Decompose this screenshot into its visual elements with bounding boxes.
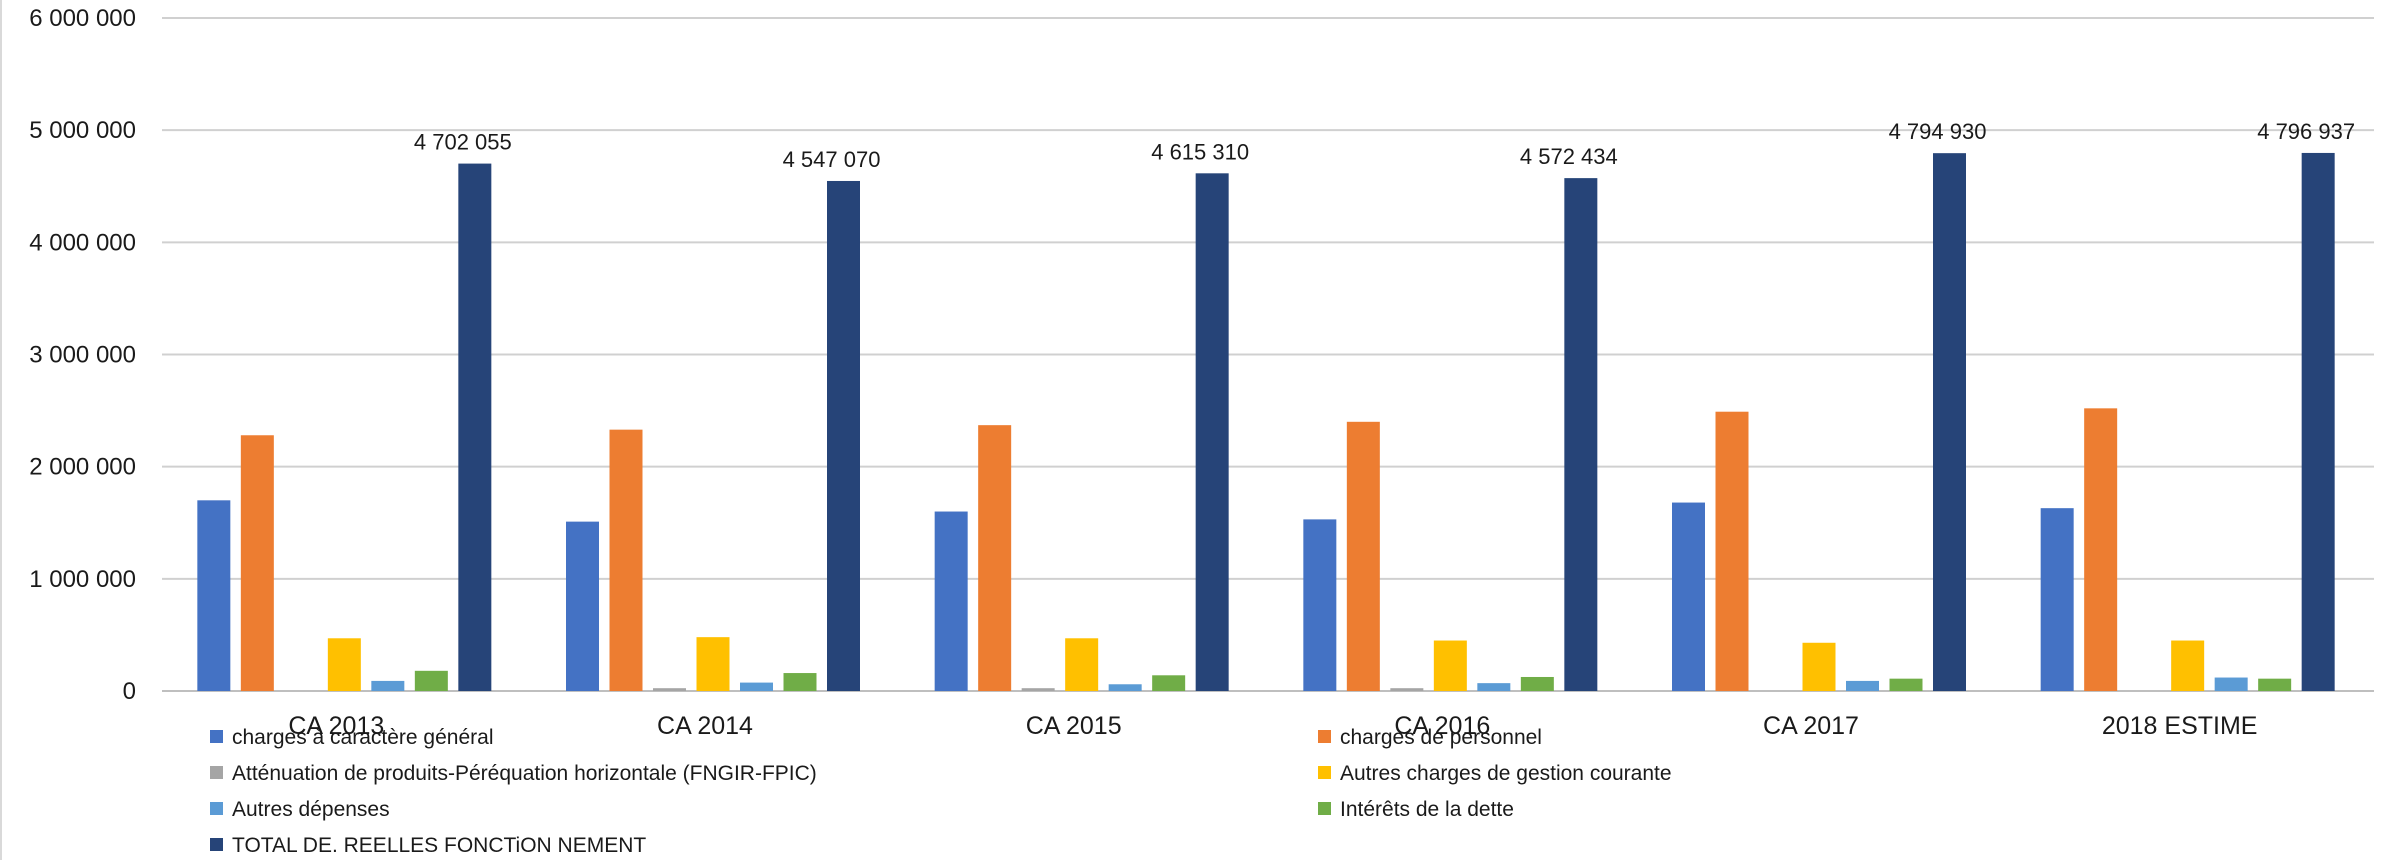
- bars: [197, 152, 2335, 692]
- bar: [2084, 408, 2118, 691]
- bar: [2258, 678, 2292, 691]
- bar: [740, 682, 773, 691]
- bar: [2301, 152, 2335, 691]
- legend-label: Atténuation de produits-Péréquation hori…: [232, 762, 817, 785]
- legend-label: charges de personnel: [1340, 726, 1542, 749]
- y-tick-label: 1 000 000: [29, 566, 136, 593]
- x-tick-label: CA 2013: [288, 712, 384, 740]
- data-label: 4 615 310: [1151, 139, 1249, 164]
- legend-label: charges à caractère général: [232, 726, 494, 749]
- y-tick-label: 3 000 000: [29, 342, 136, 369]
- bar: [327, 638, 361, 691]
- bar: [371, 680, 405, 691]
- bar: [1520, 676, 1554, 691]
- bar: [1715, 411, 1749, 691]
- y-tick-label: 6 000 000: [29, 5, 136, 32]
- legend: charges à caractère général charges de pe…: [210, 726, 1672, 857]
- bar: [1802, 642, 1836, 691]
- y-tick-label: 0: [123, 678, 136, 705]
- bar: [1303, 519, 1337, 691]
- y-tick-label: 5 000 000: [29, 117, 136, 144]
- bar: [1021, 688, 1055, 691]
- bar: [978, 425, 1012, 691]
- bar: [1672, 502, 1705, 691]
- data-labels: 4 702 055 4 547 070 4 615 310 4 572 434 4 79…: [414, 119, 2355, 172]
- bar: [2171, 640, 2205, 691]
- bar: [2040, 508, 2074, 691]
- bar: [2214, 677, 2248, 691]
- bar: [1152, 675, 1186, 691]
- y-axis-ticks: 0 1 000 000 2 000 000 3 000 000 4 000 000 5 0…: [29, 5, 136, 705]
- x-tick-label: CA 2015: [1026, 712, 1122, 740]
- bar: [696, 637, 730, 691]
- bar: [1390, 688, 1424, 691]
- legend-swatch: [1318, 766, 1331, 779]
- data-label: 4 547 070: [783, 147, 881, 172]
- x-axis-ticks: CA 2013 CA 2014 CA 2015 CA 2016 CA 2017 2018 …: [288, 712, 2257, 740]
- bar: [1346, 421, 1380, 691]
- x-tick-label: 2018 ESTIME: [2102, 712, 2258, 740]
- x-tick-label: CA 2016: [1394, 712, 1490, 740]
- bar: [1564, 178, 1598, 692]
- bar: [414, 670, 448, 691]
- bar: [566, 521, 599, 691]
- bar: [1846, 680, 1879, 691]
- y-tick-label: 2 000 000: [29, 454, 136, 481]
- bar: [1433, 640, 1467, 691]
- data-label: 4 572 434: [1520, 144, 1618, 169]
- legend-swatch: [210, 730, 223, 743]
- bar: [934, 511, 968, 691]
- legend-label: TOTAL DE. REELLES FONCTiON NEMENT: [232, 834, 646, 857]
- data-label: 4 794 930: [1889, 119, 1987, 144]
- bar: [1889, 678, 1923, 691]
- legend-swatch: [1318, 730, 1331, 743]
- bar: [609, 429, 643, 691]
- x-tick-label: CA 2017: [1763, 712, 1859, 740]
- legend-swatch: [210, 838, 223, 851]
- legend-label: Autres dépenses: [232, 798, 390, 821]
- legend-swatch: [210, 766, 223, 779]
- bar: [240, 435, 274, 691]
- legend-swatch: [210, 802, 223, 815]
- bar: [1477, 683, 1511, 691]
- bar: [1108, 684, 1142, 691]
- data-label: 4 702 055: [414, 130, 512, 155]
- x-tick-label: CA 2014: [657, 712, 753, 740]
- bar: [1065, 638, 1099, 691]
- bar: [197, 500, 231, 691]
- bar: [653, 688, 686, 691]
- bar: [1933, 153, 1966, 691]
- bar: [827, 180, 860, 691]
- bar: [1195, 173, 1229, 692]
- legend-swatch: [1318, 802, 1331, 815]
- legend-label: Intérêts de la dette: [1340, 798, 1514, 821]
- bar: [458, 163, 492, 691]
- legend-label: Autres charges de gestion courante: [1340, 762, 1672, 785]
- y-tick-label: 4 000 000: [29, 229, 136, 256]
- gridlines: [162, 17, 2374, 692]
- data-label: 4 796 937: [2257, 119, 2355, 144]
- bar: [783, 673, 817, 691]
